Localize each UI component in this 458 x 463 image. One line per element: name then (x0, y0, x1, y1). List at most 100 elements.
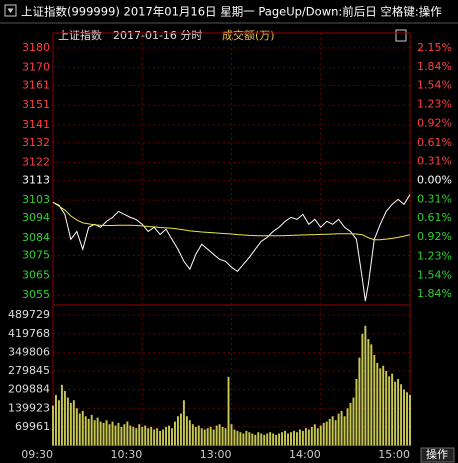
volume-bar (233, 429, 236, 446)
volume-tick-label: 489729 (8, 308, 50, 321)
volume-bar (188, 420, 191, 446)
volume-bar (373, 355, 376, 446)
y-tick-label: 3094 (22, 211, 50, 224)
volume-bar (352, 397, 355, 446)
y2-tick-label: 0.61% (417, 136, 452, 149)
volume-bar (147, 428, 150, 446)
panel-icon[interactable] (395, 29, 407, 42)
volume-bar (179, 413, 182, 446)
volume-bar (176, 416, 179, 446)
volume-bar (284, 430, 287, 446)
volume-bar (185, 416, 188, 446)
volume-bar (260, 433, 263, 446)
volume-bar (81, 410, 84, 446)
volume-bar (105, 420, 108, 446)
volume-bar (197, 425, 200, 446)
volume-bar (376, 363, 379, 446)
volume-bar (361, 333, 364, 446)
volume-bar (367, 339, 370, 446)
volume-bar (224, 428, 227, 446)
y2-tick-label: 0.92% (417, 117, 452, 130)
y2-tick-label: 2.15% (417, 41, 452, 54)
volume-bar (263, 434, 266, 446)
volume-bar (52, 405, 54, 446)
volume-bar (72, 400, 75, 446)
volume-bar (90, 414, 93, 446)
x-tick-label: 14:00 (289, 448, 321, 461)
volume-tick-label: 279845 (8, 364, 50, 377)
volume-bar (298, 429, 301, 446)
y-tick-label: 3065 (22, 268, 50, 281)
volume-bar (174, 421, 176, 446)
volume-bar (60, 384, 63, 446)
volume-bar (63, 390, 66, 446)
x-tick-label: 10:30 (111, 448, 143, 461)
volume-bar (406, 392, 408, 446)
volume-bar (307, 429, 310, 446)
corner-label[interactable]: 操作 (426, 447, 448, 461)
volume-bar (334, 420, 337, 446)
volume-bar (75, 408, 78, 446)
volume-bar (251, 433, 254, 446)
y-tick-label: 3141 (22, 118, 50, 131)
volume-tick-label: 209884 (8, 383, 50, 396)
menu-icon[interactable] (4, 4, 17, 17)
volume-bar (346, 408, 349, 446)
volume-bar (156, 428, 159, 446)
volume-bar (319, 425, 322, 446)
corner-button[interactable] (420, 447, 455, 463)
volume-bar (325, 421, 328, 446)
volume-bar (403, 389, 406, 446)
volume-bar (153, 429, 156, 446)
chart-title: 上证指数 (58, 28, 102, 42)
volume-bar (358, 357, 361, 446)
volume-bar (349, 402, 352, 446)
volume-bar (87, 418, 90, 446)
y2-tick-label: 0.31% (417, 154, 452, 167)
volume-bar (313, 424, 316, 446)
y-tick-label: 3180 (22, 41, 50, 54)
menu-arrow (7, 8, 14, 13)
y2-tick-label: 1.84% (417, 60, 452, 73)
y-tick-label: 3161 (22, 78, 50, 91)
volume-bar (99, 421, 102, 446)
volume-bar (269, 432, 272, 446)
volume-bar (257, 432, 260, 446)
volume-bar (388, 376, 391, 446)
y2-tick-label: 1.54% (417, 78, 452, 91)
volume-bar (301, 430, 304, 446)
volume-bar (397, 378, 400, 446)
volume-bar (102, 422, 105, 446)
volume-bar (84, 416, 87, 446)
volume-bar (355, 378, 358, 446)
volume-bar (55, 394, 57, 446)
volume-bar (57, 400, 60, 446)
x-tick-label: 09:30 (21, 448, 53, 461)
volume-bar (290, 432, 292, 446)
volume-bar (278, 433, 281, 446)
volume-bar (310, 426, 313, 446)
volume-bar (138, 424, 141, 446)
y-tick-label: 3170 (22, 61, 50, 74)
volume-bar (331, 416, 334, 446)
y-tick-label: 3084 (22, 231, 50, 244)
y-tick-label: 3055 (22, 288, 50, 301)
y-tick-label: 3113 (22, 173, 50, 186)
volume-bar (108, 424, 111, 446)
y2-tick-label: 0.31% (417, 193, 452, 206)
volume-bar (364, 325, 367, 446)
volume-bar (248, 432, 251, 446)
volume-bar (340, 410, 343, 446)
volume-bar (287, 433, 289, 446)
volume-bar (96, 417, 99, 446)
volume-bar (129, 425, 132, 446)
volume-tick-label: 69961 (15, 420, 50, 433)
volume-bar (203, 429, 206, 446)
price-line (52, 194, 411, 302)
y2-tick-label: 1.23% (417, 249, 452, 262)
volume-bar (141, 426, 144, 446)
volume-bar (227, 376, 230, 446)
volume-bar (206, 428, 209, 446)
volume-bar (382, 365, 385, 446)
